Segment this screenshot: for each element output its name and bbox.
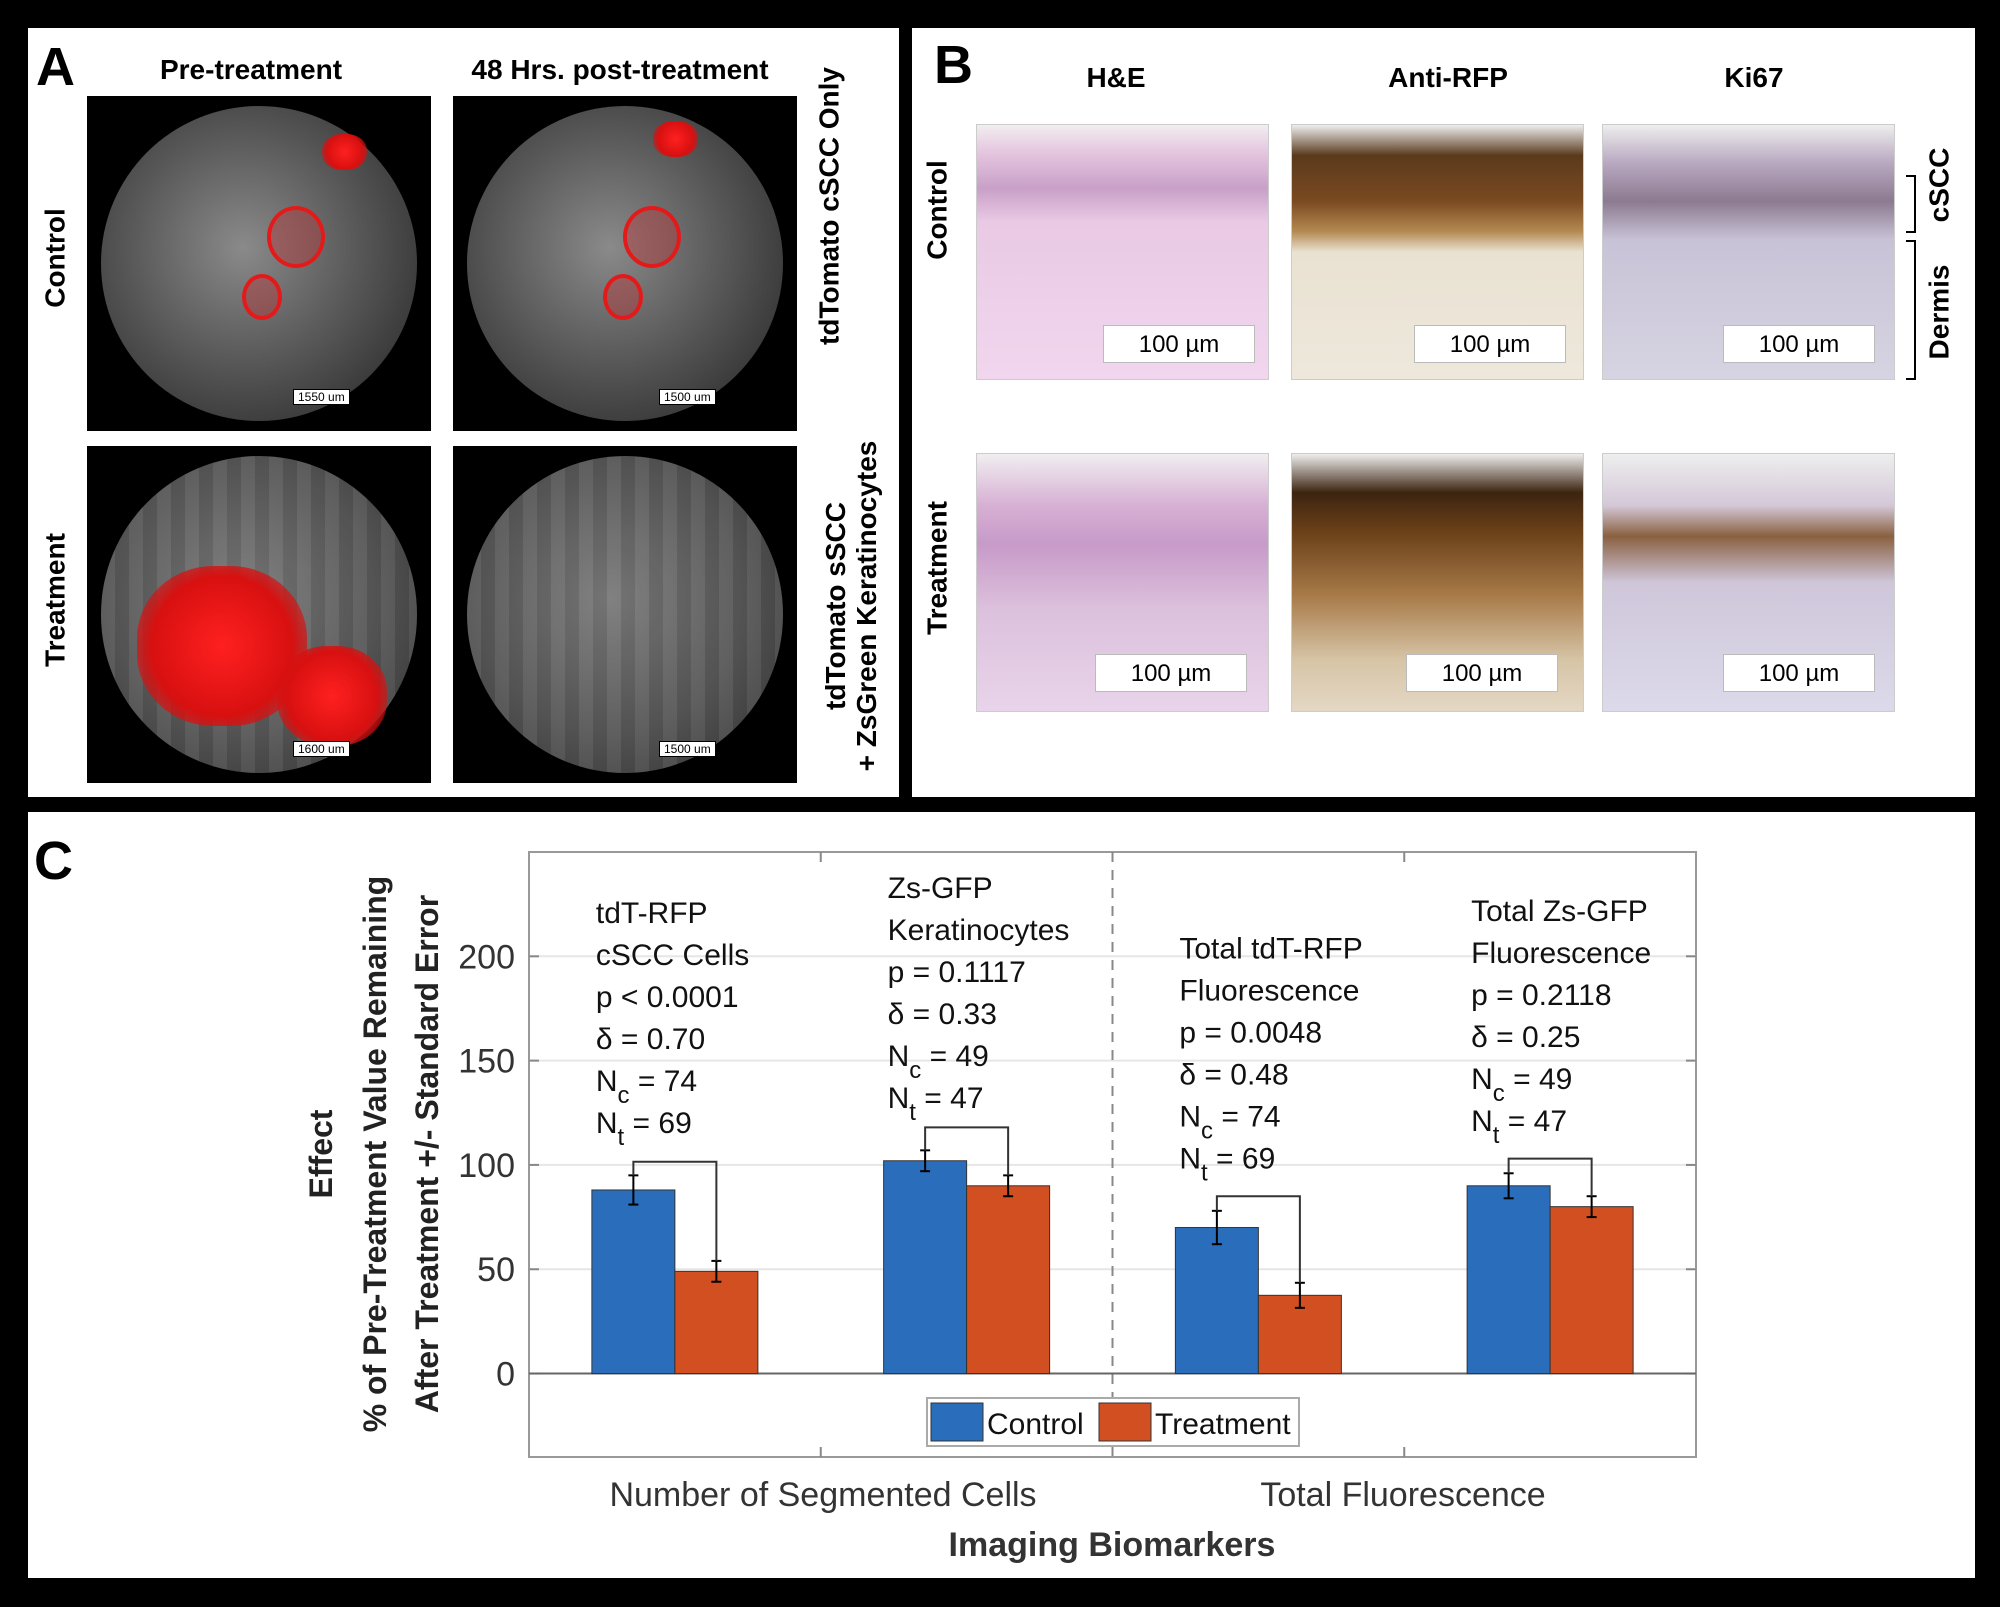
annotation-line: δ = 0.70 [596, 1023, 705, 1056]
header-post-treatment: 48 Hrs. post-treatment [471, 54, 769, 85]
annotation-n-c: Nc = 74 [1179, 1100, 1280, 1144]
scale-bar: 1600 um [293, 741, 350, 757]
x-category-label-2: Total Fluorescence [1260, 1476, 1545, 1514]
fluor-image-treatment-pre: 1600 um [87, 446, 431, 783]
histology-anti-rfp-control: 100 µm [1291, 124, 1584, 380]
bar-treatment [674, 1270, 759, 1375]
annotation-n-c: Nc = 49 [888, 1040, 989, 1084]
fluor-image-control-pre: 1550 um [87, 96, 431, 431]
annotation-line: Total Zs-GFP [1471, 895, 1648, 928]
bar-treatment [1549, 1206, 1634, 1375]
scale-bar: 100 µm [1095, 654, 1247, 692]
histology-anti-rfp-treatment: 100 µm [1291, 453, 1584, 712]
histology-ki67-control: 100 µm [1602, 124, 1895, 380]
cscc-bracket [1906, 175, 1916, 233]
annotation-n-t: Nt = 47 [888, 1082, 984, 1126]
panel-b-letter: B [934, 35, 973, 95]
y-axis-label: Effect % of Pre-Treatment Value Remainin… [303, 876, 445, 1433]
annotation-n-t: Nt = 47 [1471, 1105, 1567, 1149]
dermis-bracket [1906, 240, 1916, 380]
annotation-line: p = 0.2118 [1471, 979, 1611, 1012]
legend-label-treatment: Treatment [1155, 1408, 1291, 1441]
scale-bar: 100 µm [1723, 654, 1875, 692]
annotation-n-t: Nt = 69 [596, 1107, 692, 1151]
panel-a-letter: A [36, 37, 75, 97]
header-anti-rfp: Anti-RFP [1388, 62, 1508, 93]
annotation-line: Fluorescence [1179, 974, 1359, 1007]
annotation-n-c: Nc = 74 [596, 1065, 697, 1109]
bar-control [591, 1189, 676, 1375]
annotation-n-c: Nc = 49 [1471, 1063, 1572, 1107]
annotation-line: p < 0.0001 [596, 981, 739, 1014]
scale-bar: 100 µm [1103, 325, 1255, 363]
annotation-line: δ = 0.25 [1471, 1021, 1580, 1054]
annotation-line: Zs-GFP [888, 872, 993, 905]
panel-c-letter: C [34, 831, 73, 891]
annotation-line: p = 0.0048 [1179, 1016, 1322, 1049]
scale-bar: 100 µm [1723, 325, 1875, 363]
x-category-label-1: Number of Segmented Cells [609, 1476, 1036, 1514]
scale-bar: 100 µm [1406, 654, 1558, 692]
y-axis-label-line-2: % of Pre-Treatment Value Remaining [357, 876, 393, 1433]
annotation-line: Fluorescence [1471, 937, 1651, 970]
bar-control [883, 1160, 968, 1375]
annotation-line: cSCC Cells [596, 939, 749, 972]
y-tick-label: 200 [458, 938, 515, 976]
bar-control [1466, 1185, 1551, 1375]
annotation-line: Keratinocytes [888, 914, 1070, 947]
annotation-n-t: Nt = 69 [1179, 1142, 1275, 1186]
x-axis-label: Imaging Biomarkers [949, 1526, 1276, 1564]
histology-he-treatment: 100 µm [976, 453, 1269, 712]
significance-bracket [1215, 1195, 1301, 1283]
histology-ki67-treatment: 100 µm [1602, 453, 1895, 712]
fluor-image-treatment-post: 1500 um [453, 446, 797, 783]
scale-bar: 100 µm [1414, 325, 1566, 363]
y-axis-label-line-1: Effect [303, 1109, 339, 1198]
scale-bar: 1500 um [659, 741, 716, 757]
bar-treatment [966, 1185, 1051, 1375]
legend-label-control: Control [987, 1408, 1084, 1441]
scale-bar: 1500 um [659, 389, 716, 405]
fluor-image-control-post: 1500 um [453, 96, 797, 431]
significance-bracket [1507, 1157, 1593, 1197]
legend-swatch-treatment [1098, 1402, 1152, 1442]
y-tick-label: 150 [458, 1043, 515, 1081]
annotation-line: δ = 0.33 [888, 998, 997, 1031]
y-tick-label: 0 [496, 1356, 515, 1394]
significance-bracket [632, 1160, 718, 1261]
annotation-line: δ = 0.48 [1179, 1058, 1288, 1091]
histology-he-control: 100 µm [976, 124, 1269, 380]
annotation-line: tdT-RFP [596, 897, 708, 930]
legend-swatch-control [930, 1402, 984, 1442]
annotation-line: Total tdT-RFP [1179, 932, 1362, 965]
header-ki67: Ki67 [1724, 62, 1784, 93]
significance-bracket [924, 1126, 1010, 1176]
y-tick-label: 50 [477, 1251, 515, 1289]
y-axis-label-line-3: After Treatment +/- Standard Error [409, 895, 445, 1413]
scale-bar: 1550 um [293, 389, 350, 405]
header-pre-treatment: Pre-treatment [159, 54, 343, 85]
y-tick-label: 100 [458, 1147, 515, 1185]
bar-control [1174, 1227, 1259, 1375]
annotation-line: p = 0.1117 [888, 956, 1026, 989]
header-he: H&E [1086, 62, 1146, 93]
